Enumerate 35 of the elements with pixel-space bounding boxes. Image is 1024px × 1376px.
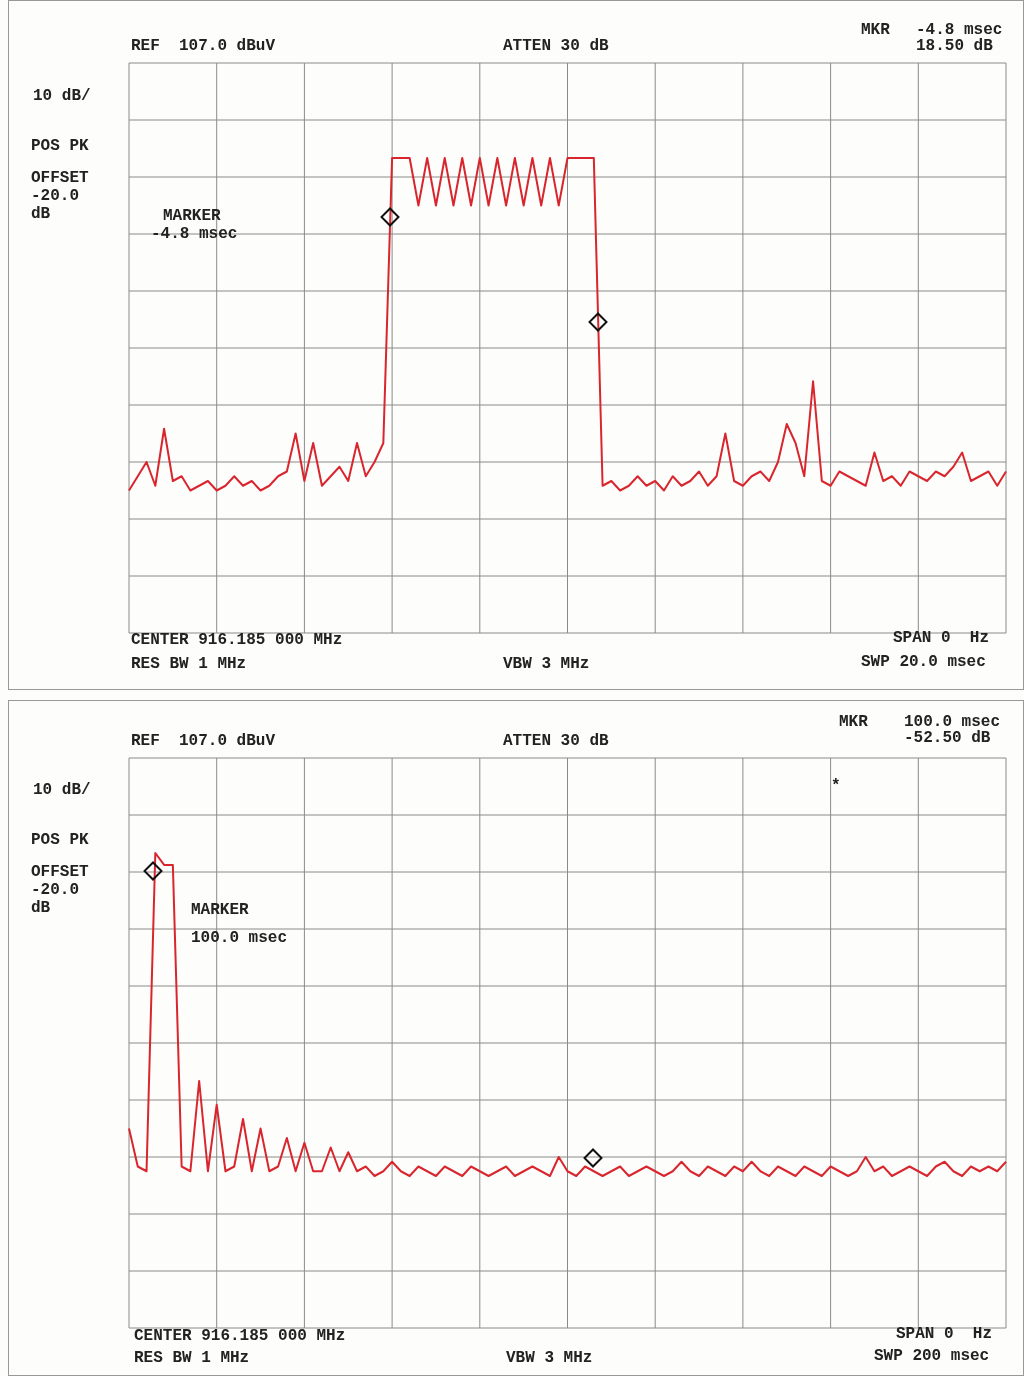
- text: MKR: [839, 713, 868, 731]
- text: VBW 3 MHz: [506, 1349, 593, 1367]
- text: OFFSET: [31, 169, 89, 187]
- text: *: [831, 777, 841, 795]
- annotation: CENTER 916.185 000 MHz: [131, 631, 343, 649]
- text: ATTEN 30 dB: [503, 732, 609, 750]
- annotation: SPAN 0 Hz: [896, 1325, 993, 1343]
- annotation: -4.8 msec: [151, 225, 238, 243]
- text: SWP 20.0 msec: [861, 653, 986, 671]
- text: ATTEN 30 dB: [503, 37, 609, 55]
- text: VBW 3 MHz: [503, 655, 590, 673]
- text: -20.0: [31, 187, 80, 205]
- annotation: SPAN 0 Hz: [893, 629, 990, 647]
- text: dB: [31, 899, 51, 917]
- text: 10 dB/: [33, 87, 91, 105]
- text: POS PK: [31, 831, 89, 849]
- text: REF 107.0 dBuV: [131, 732, 276, 750]
- text: 100.0 msec: [904, 713, 1001, 731]
- text: 18.50 dB: [916, 37, 993, 55]
- text: RES BW 1 MHz: [131, 655, 247, 673]
- text: POS PK: [31, 137, 89, 155]
- annotation: CENTER 916.185 000 MHz: [134, 1327, 346, 1345]
- annotation: MARKER: [163, 207, 221, 225]
- text: RES BW 1 MHz: [134, 1349, 250, 1367]
- annotation: 100.0 msec: [191, 929, 288, 947]
- text: -52.50 dB: [904, 729, 991, 747]
- text: 10 dB/: [33, 781, 91, 799]
- text: -20.0: [31, 881, 80, 899]
- text: REF 107.0 dBuV: [131, 37, 276, 55]
- annotation: MARKER: [191, 901, 249, 919]
- text: MKR: [861, 21, 890, 39]
- text: dB: [31, 205, 51, 223]
- text: OFFSET: [31, 863, 89, 881]
- text: SWP 200 msec: [874, 1347, 990, 1365]
- text: -4.8 msec: [916, 21, 1003, 39]
